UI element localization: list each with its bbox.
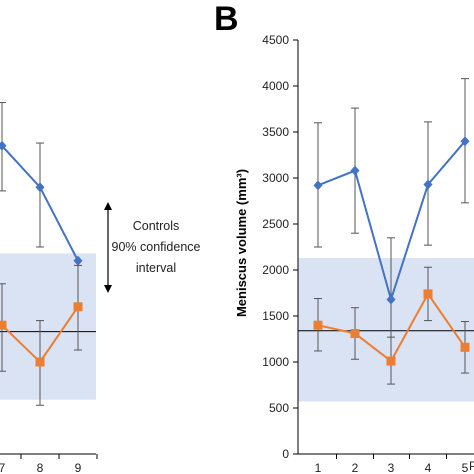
panel-a-series-1-point: [35, 182, 45, 193]
panel-a-series-2-point: [73, 302, 83, 312]
panel-b-x-tick-label: 4: [425, 461, 432, 474]
panel-b-series-2-point: [460, 342, 470, 352]
panel-b-x-tick-label: 2: [352, 461, 359, 474]
arrow-down-icon: [104, 285, 112, 293]
panel-b-y-tick-label: 2000: [262, 263, 289, 277]
panel-a-confidence-band: [0, 253, 96, 400]
panel-b-y-tick-label: 3000: [262, 171, 289, 185]
panel-a-series-1-point: [0, 140, 7, 151]
panel-b-series-1-point: [313, 180, 323, 191]
panel-b-y-tick-label: 4000: [262, 79, 289, 93]
panel-a-x-tick-label: 7: [0, 461, 6, 474]
panel-b-series-1-point: [460, 136, 470, 147]
confidence-interval-annotation: Controls 90% confidence interval: [104, 202, 201, 293]
panel-b-series-2-point: [313, 320, 323, 330]
annotation-line-1: Controls: [133, 219, 180, 233]
panel-b-series-2-point: [350, 328, 360, 338]
panel-b-x-tick-label: 1: [315, 461, 322, 474]
panel-b-x-axis-label-partial: P: [469, 459, 474, 473]
panel-a-series-2-point: [35, 357, 45, 367]
arrow-up-icon: [104, 202, 112, 210]
panel-b-series-2-point: [386, 356, 396, 366]
panel-b-plot: 0 500 1000 1500 2000 2500 3000 3500 4000 4500 1 2 3 4…: [262, 33, 474, 474]
panel-b-x-tick-label: 3: [388, 461, 395, 474]
annotation-line-3: interval: [136, 261, 176, 275]
panel-b-y-tick-label: 2500: [262, 217, 289, 231]
panel-b-series-1-point: [386, 294, 396, 305]
panel-a-series-2-point: [0, 320, 7, 330]
panel-b-y-tick-label: 500: [269, 401, 289, 415]
panel-a-x-tick-label: 9: [75, 461, 82, 474]
panel-b-series-1-point: [423, 179, 433, 190]
panel-b-y-tick-label: 1500: [262, 309, 289, 323]
panel-a-series-1-point: [73, 255, 83, 266]
panel-b-series-1-point: [350, 165, 360, 176]
panel-b-y-tick-label: 1000: [262, 355, 289, 369]
panel-a-x-tick-label: 8: [37, 461, 44, 474]
panel-b-x-tick-label: 5: [462, 461, 469, 474]
panel-b-series-2-point: [423, 289, 433, 299]
panel-b-letter: B: [214, 0, 239, 38]
annotation-line-2: 90% confidence: [112, 240, 201, 254]
panel-b-y-tick-label: 4500: [262, 33, 289, 47]
panel-b-y-axis-label: Meniscus volume (mm³): [234, 169, 249, 317]
panel-b-y-tick-label: 0: [282, 447, 289, 461]
panel-b-y-tick-label: 3500: [262, 125, 289, 139]
panel-a-plot: 7 8 9: [0, 102, 98, 474]
